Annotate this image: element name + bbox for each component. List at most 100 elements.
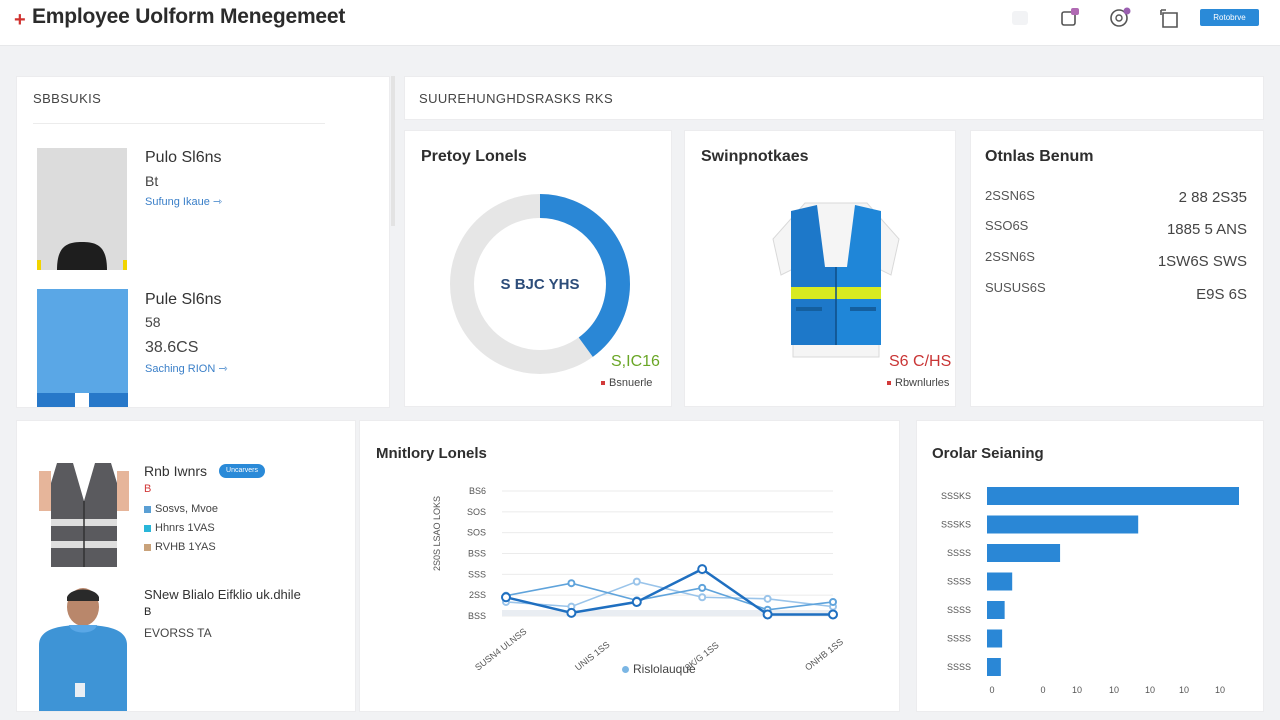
y-axis-label: 2S0S LSAO LOKS xyxy=(432,496,442,571)
x-tick-label: ONHB 1SS xyxy=(803,637,845,673)
y-tick-label: SSSS xyxy=(947,662,971,672)
donut-value: S,IC16 xyxy=(611,353,660,370)
scrollbar[interactable] xyxy=(391,76,395,226)
person-detail: EVORSS TA xyxy=(144,626,212,640)
data-point xyxy=(828,609,838,620)
data-point xyxy=(698,583,707,592)
detail-text: Hhnrs 1VAS xyxy=(155,522,215,534)
person-bullet: B xyxy=(144,606,152,618)
y-tick-label: SSSS xyxy=(947,605,971,615)
y-tick-label: SSSKS xyxy=(941,491,971,501)
summary-header: SUUREHUNGHDSRASKS RKS xyxy=(404,76,1264,120)
data-point xyxy=(698,593,707,602)
legend-label: Rislolauque xyxy=(633,662,696,676)
person-name: Rnb Iwnrs xyxy=(144,463,208,479)
legend-swatch xyxy=(887,381,891,386)
data-point xyxy=(763,594,772,603)
bar-chart: SSSKS SSSKS SSSS SSSS SSSS SSSS SSSS 0 0 10 10 10 10… xyxy=(941,487,1239,695)
x-tick-label: UNIS 1SS xyxy=(573,639,611,672)
person-thumbnail[interactable] xyxy=(39,461,129,567)
item-thumbnail[interactable] xyxy=(37,289,128,407)
bar xyxy=(987,487,1239,505)
legend-label: Rbwnlurles xyxy=(895,377,950,389)
stat-label: SSO6S xyxy=(985,218,1029,233)
y-tick-label: BSS xyxy=(468,549,486,559)
baseline-band xyxy=(502,610,833,616)
blank-icon[interactable] xyxy=(1008,6,1032,30)
items-panel: SBBSUKIS Pulo Sl6ns Bt Sufung Ikaue ⇾ Pu… xyxy=(16,76,390,408)
donut-chart: S BJC YHS xyxy=(450,194,630,374)
bullet-swatch xyxy=(144,543,151,551)
brand-plus-icon: + xyxy=(14,9,26,31)
bar-chart-title: Orolar Seianing xyxy=(932,445,1044,462)
y-tick-label: SSSS xyxy=(947,634,971,644)
items-panel-heading: SBBSUKIS xyxy=(33,91,102,106)
detail-text: Sosvs, Mvoe xyxy=(155,503,218,515)
series-line xyxy=(505,567,833,616)
y-tick-label: 2SS xyxy=(469,590,486,600)
donut-card-title: Pretoy Lonels xyxy=(421,148,527,165)
x-tick-label: 10 xyxy=(1109,685,1119,695)
line-chart-title: Mnitlory Lonels xyxy=(376,445,487,462)
app-header: + Employee Uolform Menegemeet Rotobrve xyxy=(0,0,1280,46)
settings-icon[interactable] xyxy=(1108,6,1132,30)
x-tick-label: 10 xyxy=(1215,685,1225,695)
y-tick-label: SOS xyxy=(467,507,486,517)
data-point xyxy=(632,577,641,586)
x-tick-label: 10 xyxy=(1072,685,1082,695)
item-name: Pule Sl6ns xyxy=(145,291,222,308)
stat-value: E9S 6S xyxy=(1196,286,1247,303)
vest-image[interactable] xyxy=(765,199,907,359)
y-tick-label: SSSKS xyxy=(941,520,971,530)
series-line xyxy=(505,580,834,608)
x-tick-label: 10 xyxy=(1179,685,1189,695)
data-point xyxy=(697,564,708,575)
page-title: Employee Uolform Menegemeet xyxy=(32,5,346,28)
x-tick-label: 0 xyxy=(1040,685,1045,695)
donut-card: Pretoy Lonels S BJC YHS S,IC16 Bsnuerle xyxy=(404,130,672,407)
bar xyxy=(987,658,1001,676)
bullet-swatch xyxy=(144,505,151,513)
header-action-button[interactable]: Rotobrve xyxy=(1200,9,1259,26)
legend-swatch xyxy=(622,666,629,674)
y-tick-label: SOS xyxy=(467,528,486,538)
person-detail: RVHB 1YAS xyxy=(144,541,216,553)
notifications-icon[interactable] xyxy=(1058,6,1082,30)
vest-value: S6 C/HS xyxy=(889,353,952,370)
bar xyxy=(987,601,1005,619)
person-name: SNew Blialo Eifklio uk.dhile xyxy=(144,587,301,602)
stat-value: 1SW6S SWS xyxy=(1157,253,1247,270)
bullet-swatch xyxy=(144,524,151,532)
item-link[interactable]: Sufung Ikaue ⇾ xyxy=(145,196,223,208)
legend-swatch xyxy=(601,381,605,386)
bar xyxy=(987,515,1139,534)
donut-legend: Bsnuerle xyxy=(601,377,652,389)
item-thumbnail[interactable] xyxy=(37,148,127,270)
line-chart-card: Mnitlory Lonels 2S0S LSAO LOKS BS6 SOS SOS… xyxy=(359,420,900,712)
y-tick-label: BS6 xyxy=(469,486,486,496)
donut-center-text: S BJC YHS xyxy=(501,276,580,293)
vest-legend: Rbwnlurles xyxy=(887,377,949,389)
person-photo[interactable] xyxy=(39,585,127,711)
stat-label: SUSUS6S xyxy=(985,280,1046,295)
y-tick-label: SSS xyxy=(468,569,486,579)
stat-label: 2SSN6S xyxy=(985,249,1035,264)
bar xyxy=(987,572,1013,591)
person-detail: Sosvs, Mvoe xyxy=(144,503,218,515)
fullscreen-icon[interactable] xyxy=(1158,6,1182,30)
y-tick-label: SSSS xyxy=(947,548,971,558)
series-line xyxy=(505,582,834,611)
data-point xyxy=(501,592,511,603)
y-tick-label: SSSS xyxy=(947,577,971,587)
item-name: Pulo Sl6ns xyxy=(145,149,222,166)
x-tick-label: SUSN4 ULNSS xyxy=(473,626,528,672)
line-legend: Rislolauque xyxy=(622,662,696,676)
stat-label: 2SSN6S xyxy=(985,188,1035,203)
line-chart: 2S0S LSAO LOKS BS6 SOS SOS BSS SSS 2SS BSS SUSN… xyxy=(432,486,845,673)
y-tick-label: BSS xyxy=(468,611,486,621)
stat-value: 1885 5 ANS xyxy=(1166,221,1247,238)
item-link[interactable]: Saching RION ⇾ xyxy=(145,363,228,375)
bar xyxy=(987,629,1003,648)
vest-card-title: Swinpnotkaes xyxy=(701,148,809,165)
detail-text: RVHB 1YAS xyxy=(155,541,216,553)
